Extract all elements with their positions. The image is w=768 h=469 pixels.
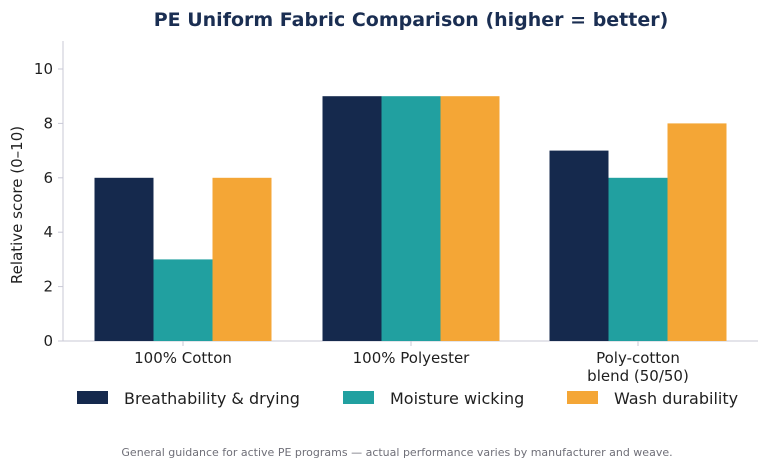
x-tick-label: blend (50/50) [587,367,689,385]
bar [608,177,668,341]
bar [322,96,382,341]
y-axis-title: Relative score (0–10) [8,126,26,284]
x-tick-label: 100% Cotton [134,349,232,367]
y-tick-label: 0 [43,332,53,350]
legend-label: Wash durability [614,389,738,408]
y-tick-label: 4 [43,223,53,241]
legend-swatch [343,391,374,404]
bar [549,150,609,341]
y-tick-label: 2 [43,278,53,296]
bar [440,96,500,341]
x-tick-label: Poly-cotton [596,349,680,367]
bar [153,259,213,341]
footnote: General guidance for active PE programs … [121,446,672,459]
y-tick-label: 8 [43,114,53,132]
legend: Breathability & drying Moisture wicking Wa… [77,389,738,408]
y-tick-label: 10 [34,60,53,78]
legend-label: Breathability & drying [124,389,300,408]
bar [212,177,272,341]
chart-title: PE Uniform Fabric Comparison (higher = b… [154,9,669,31]
x-tick-label: 100% Polyester [353,349,471,367]
y-axis-ticks: 0 2 4 6 8 10 [34,60,63,350]
bar-series-group [94,96,727,342]
legend-swatch [567,391,598,404]
bar [381,96,441,341]
legend-swatch [77,391,108,404]
bar [667,123,727,342]
y-tick-label: 6 [43,169,53,187]
x-axis-ticks: 100% Cotton 100% Polyester Poly-cottonblen… [134,341,689,385]
legend-label: Moisture wicking [390,389,524,408]
bar [94,177,154,341]
